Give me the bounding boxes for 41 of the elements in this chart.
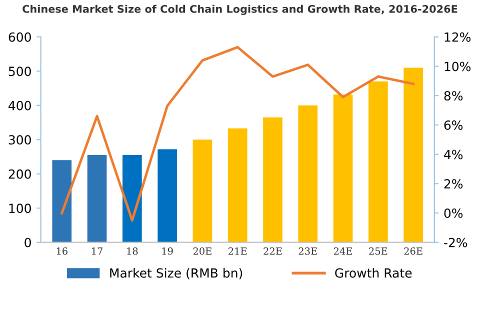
bar <box>228 128 248 242</box>
y2-tick-label: 6% <box>444 120 463 130</box>
line-series <box>60 46 415 222</box>
x-tick-label: 22E <box>264 247 282 255</box>
chart-title: Chinese Market Size of Cold Chain Logistics and Growth Rate, 2016-2026E <box>22 4 458 15</box>
x-tick-label: 26E <box>404 247 422 255</box>
bar <box>368 81 388 242</box>
y-tick-label: 100 <box>9 204 31 214</box>
x-tick-label: 16 <box>56 247 68 255</box>
bar <box>158 149 177 242</box>
y-tick-label: 200 <box>8 169 31 179</box>
y2-tick-label: -2% <box>444 238 468 248</box>
bar <box>87 155 107 242</box>
bar <box>404 68 423 242</box>
y2-tick-label: 8% <box>444 91 463 101</box>
bar <box>263 117 282 242</box>
x-tick-label: 17 <box>92 247 103 255</box>
y2-tick-label: 0% <box>444 208 463 218</box>
bar <box>298 105 318 242</box>
y2-tick-label: 4% <box>444 150 463 160</box>
x-tick-label: 23E <box>298 247 317 255</box>
bar <box>122 155 142 242</box>
x-tick-label: 18 <box>127 247 138 255</box>
x-tick-label: 20E <box>193 247 212 255</box>
bar <box>333 94 353 242</box>
y-tick-label: 600 <box>8 32 31 42</box>
x-tick-label: 21E <box>228 247 247 255</box>
x-tick-label: 19 <box>162 247 173 255</box>
y-tick-label: 300 <box>8 135 31 145</box>
legend-label: Market Size (RMB bn) <box>110 268 242 280</box>
legend-label: Growth Rate <box>335 268 412 278</box>
y2-tick-label: 2% <box>444 179 463 189</box>
y2-tick-label: 12% <box>444 32 471 42</box>
bar <box>192 140 212 242</box>
y-tick-label: 500 <box>8 66 31 76</box>
y-tick-label: 0 <box>24 238 31 248</box>
x-tick-label: 25E <box>369 247 388 255</box>
x-tick-label: 24E <box>334 247 352 255</box>
y-tick-label: 400 <box>8 100 31 110</box>
y2-tick-label: 10% <box>444 62 471 72</box>
bar <box>52 160 72 242</box>
